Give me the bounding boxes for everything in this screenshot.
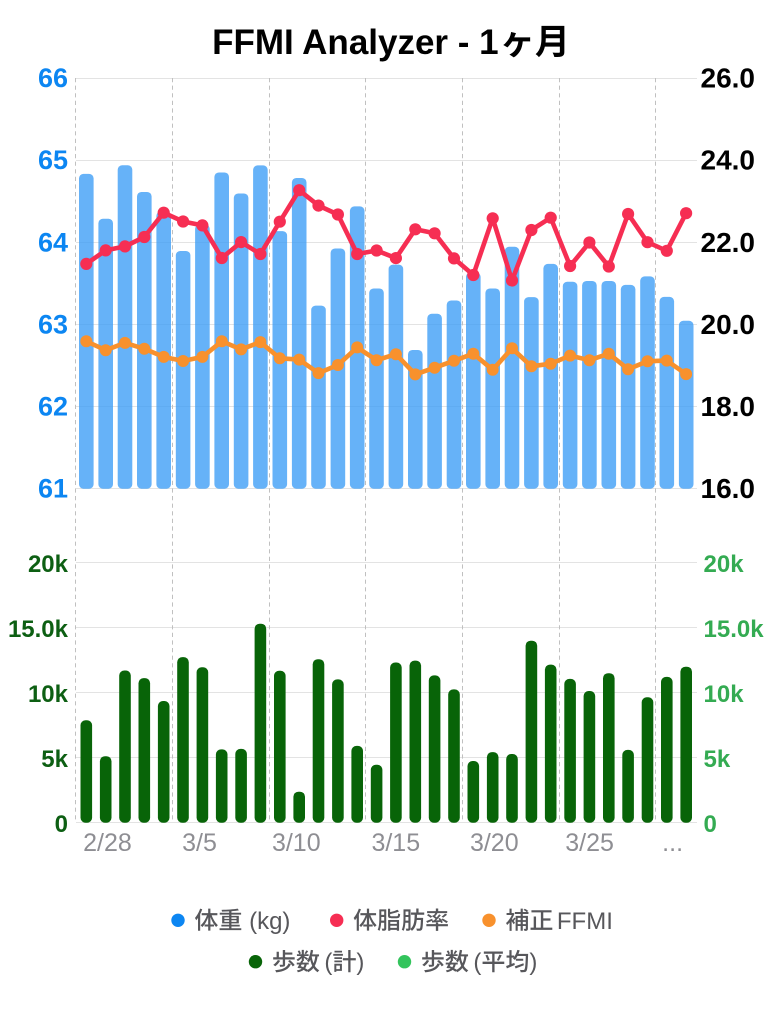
svg-text:): )	[529, 949, 537, 976]
svg-text:15.0k: 15.0k	[8, 616, 69, 643]
svg-text:20.0: 20.0	[701, 309, 756, 340]
svg-text:3/10: 3/10	[272, 829, 321, 857]
svg-text:26.0: 26.0	[701, 63, 756, 94]
svg-text:3/5: 3/5	[182, 829, 217, 857]
svg-text:...: ...	[662, 829, 683, 857]
svg-text:3/20: 3/20	[470, 829, 519, 857]
svg-text:63: 63	[38, 309, 68, 339]
svg-text:(kg): (kg)	[249, 908, 290, 935]
svg-text:22.0: 22.0	[701, 227, 756, 258]
svg-text:(: (	[473, 949, 481, 976]
svg-text:20k: 20k	[28, 551, 69, 578]
svg-text:24.0: 24.0	[701, 145, 756, 176]
svg-text:5k: 5k	[41, 746, 68, 773]
svg-text:62: 62	[38, 392, 68, 422]
svg-text:18.0: 18.0	[701, 391, 756, 422]
svg-text:): )	[356, 949, 364, 976]
svg-text:15.0k: 15.0k	[704, 616, 765, 643]
svg-text:10k: 10k	[704, 681, 745, 708]
svg-text:0: 0	[55, 811, 68, 838]
svg-text:3/25: 3/25	[565, 829, 614, 857]
svg-text:10k: 10k	[28, 681, 69, 708]
svg-text:5k: 5k	[704, 746, 731, 773]
svg-text:65: 65	[38, 145, 68, 175]
svg-text:20k: 20k	[704, 551, 745, 578]
svg-text:FFMI: FFMI	[557, 908, 613, 935]
svg-text:66: 66	[38, 63, 68, 93]
svg-text:61: 61	[38, 474, 68, 504]
svg-text:2/28: 2/28	[83, 829, 132, 857]
svg-text:(: (	[324, 949, 332, 976]
svg-text:FFMI Analyzer - 1: FFMI Analyzer - 1	[212, 23, 499, 62]
svg-text:0: 0	[704, 811, 717, 838]
svg-text:3/15: 3/15	[371, 829, 420, 857]
svg-text:16.0: 16.0	[701, 473, 756, 504]
svg-text:64: 64	[38, 227, 68, 257]
